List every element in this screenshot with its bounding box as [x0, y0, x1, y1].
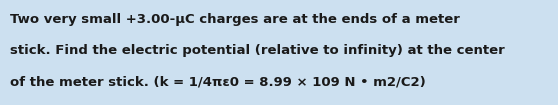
Text: of the meter stick. (k = 1/4πε0 = 8.99 × 109 N • m2/C2): of the meter stick. (k = 1/4πε0 = 8.99 ×…	[10, 76, 426, 89]
Text: stick. Find the electric potential (relative to infinity) at the center: stick. Find the electric potential (rela…	[10, 44, 505, 57]
Text: Two very small +3.00-μC charges are at the ends of a meter: Two very small +3.00-μC charges are at t…	[10, 13, 460, 26]
